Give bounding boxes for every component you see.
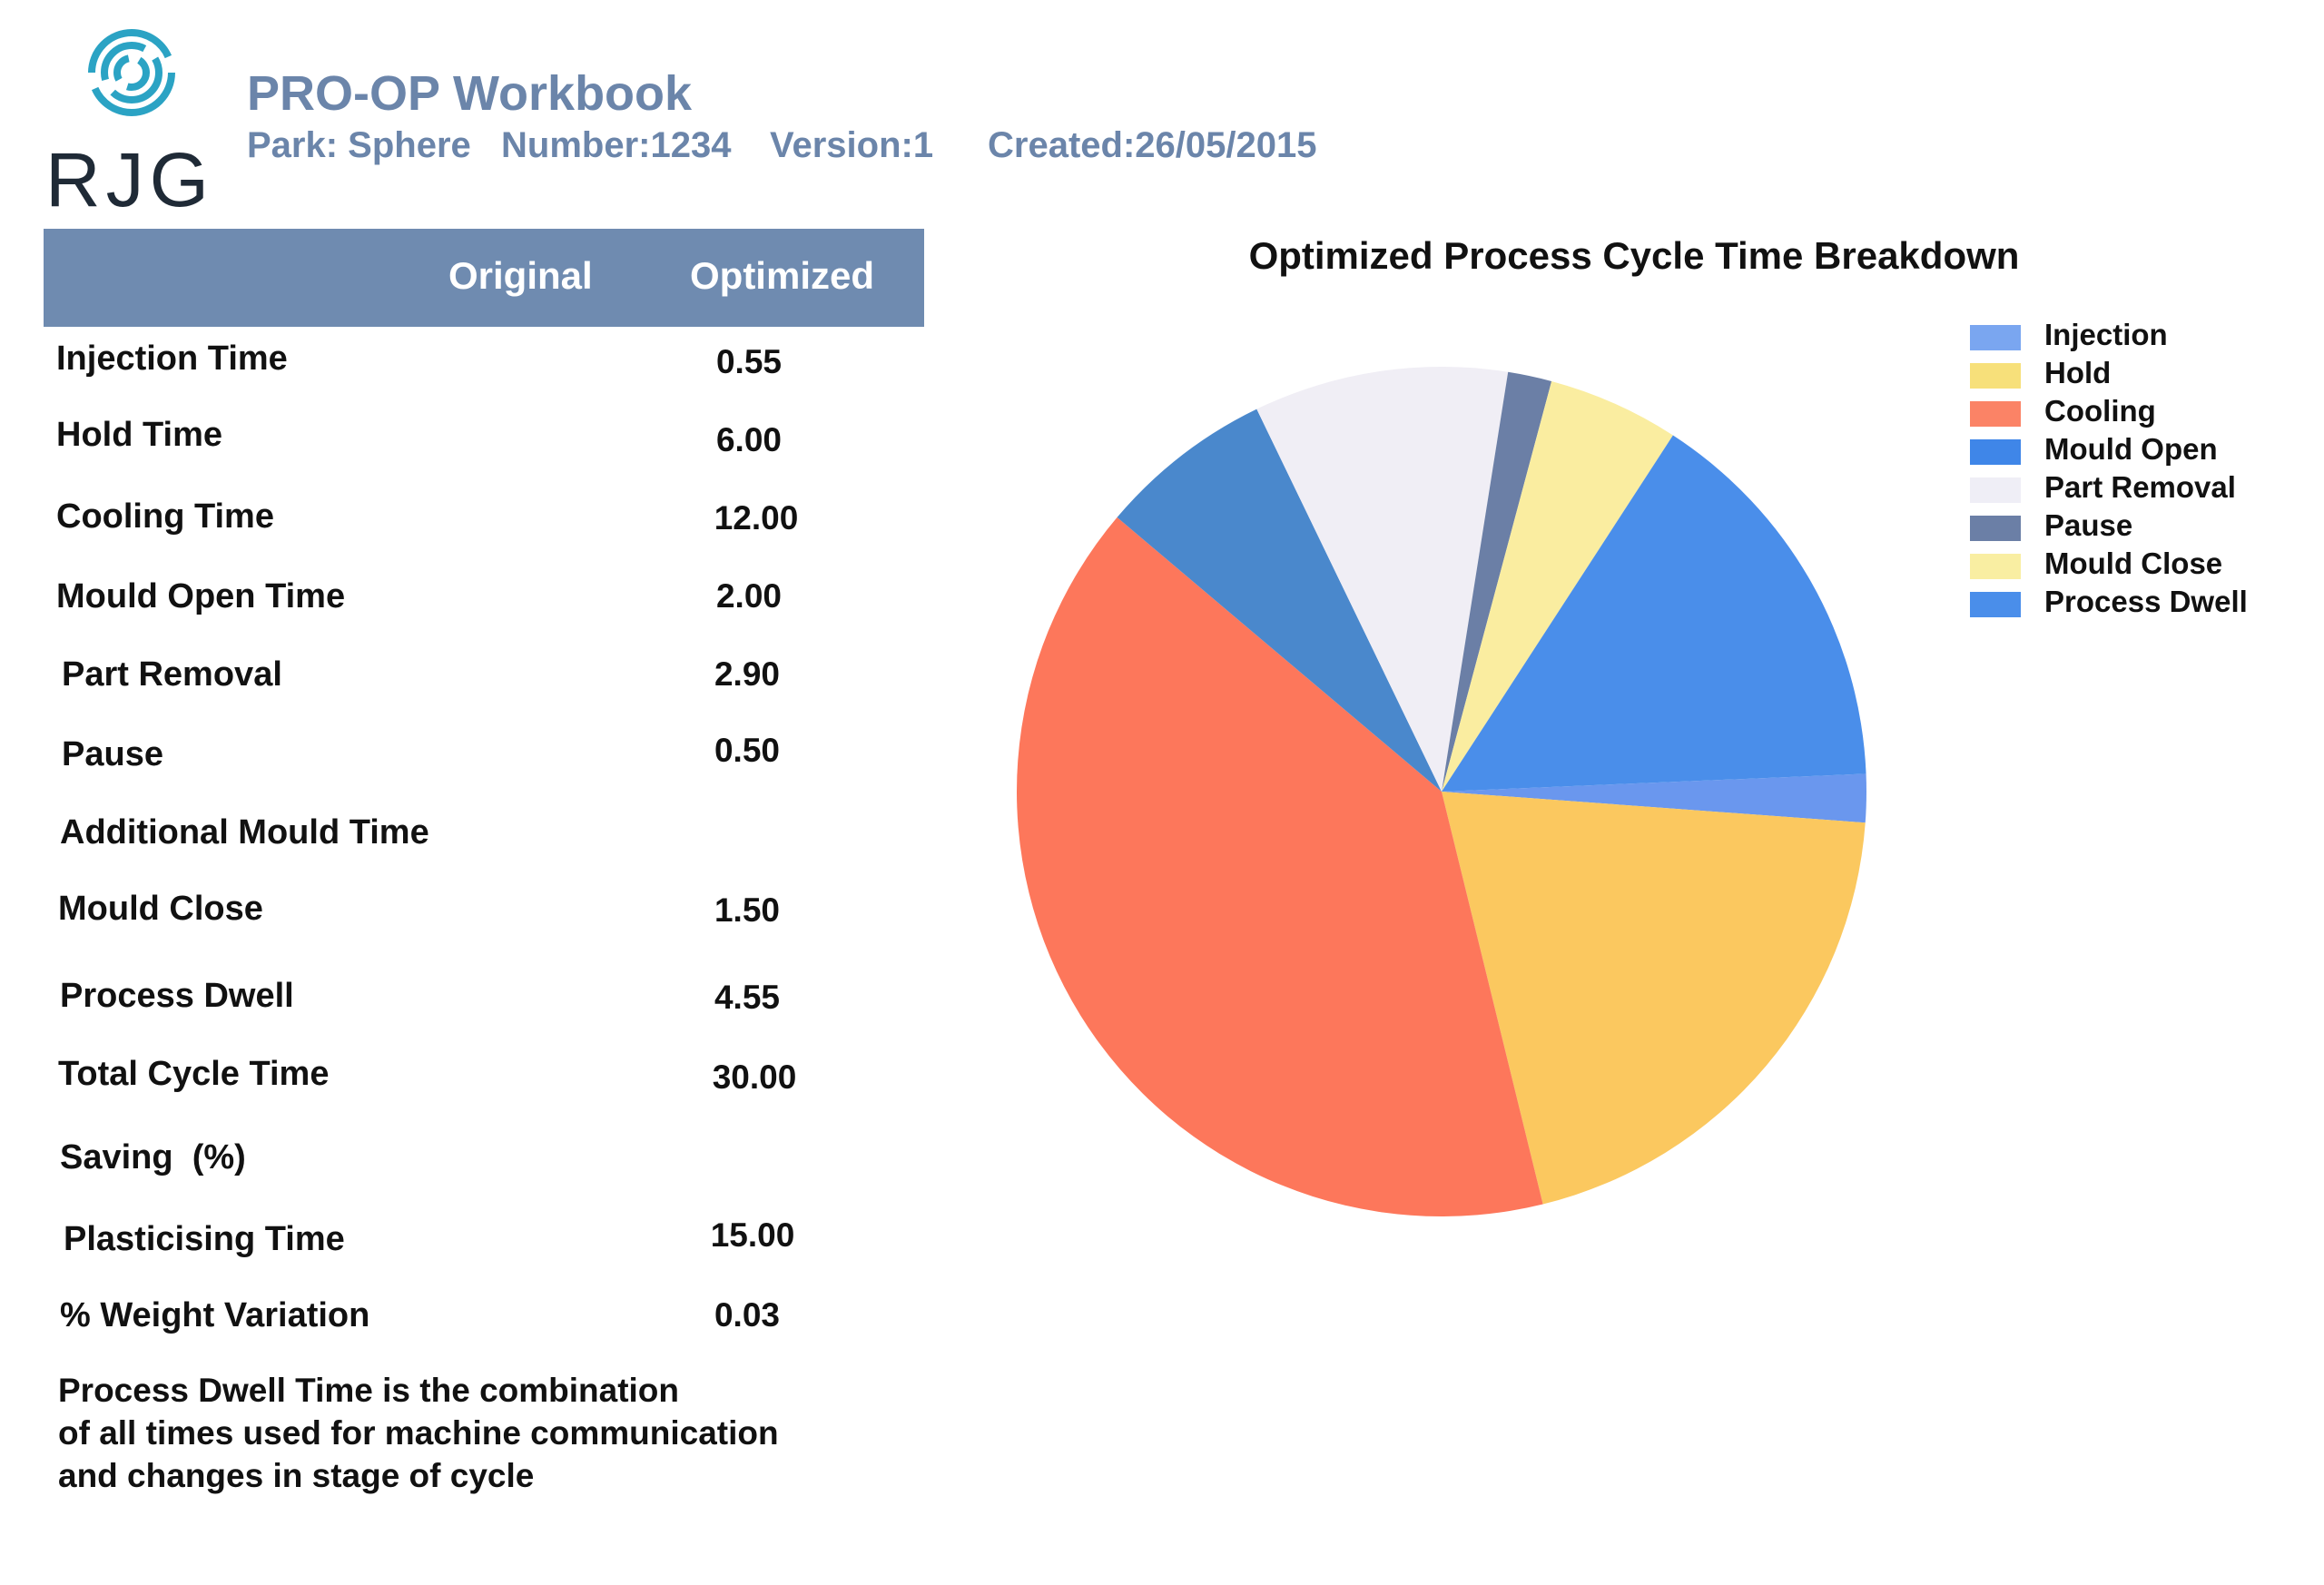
- row-value-injection-time: 0.55: [715, 343, 782, 380]
- created-label: Created:26/05/2015: [988, 125, 1317, 165]
- workbook-title: PRO-OP Workbook: [247, 66, 693, 121]
- row-value-plasticising-time: 15.00: [710, 1216, 795, 1254]
- row-value-pause: 0.50: [714, 732, 780, 769]
- legend-swatch: [1970, 439, 2021, 465]
- pie-slice-cooling: [1017, 517, 1543, 1216]
- legend-label: Part Removal: [2044, 470, 2236, 504]
- row-label-additional-mould-time: Additional Mould Time: [60, 813, 429, 852]
- process-dwell-note: Process Dwell Time is the combination of…: [58, 1369, 893, 1497]
- row-value-cooling-time: 12.00: [714, 499, 799, 537]
- rjg-logo-mark-icon: [88, 29, 175, 116]
- pie-slice-mould-close: [1442, 380, 1673, 792]
- note-line: and changes in stage of cycle: [58, 1457, 535, 1494]
- row-label-hold-time: Hold Time: [56, 416, 222, 454]
- note-line: of all times used for machine communicat…: [58, 1414, 779, 1452]
- pie-slice-process-dwell: [1442, 435, 1866, 792]
- row-value-part-removal: 2.90: [714, 655, 780, 693]
- chart-title: Optimized Process Cycle Time Breakdown: [1248, 234, 2020, 277]
- pie-slice-hold: [1442, 792, 1866, 1205]
- legend-label: Mould Close: [2044, 546, 2223, 580]
- version-label: Version:1: [770, 125, 934, 165]
- column-header-original: Original: [448, 254, 593, 297]
- row-label-weight-variation: % Weight Variation: [60, 1296, 370, 1334]
- pie-slice-part-removal: [1256, 367, 1509, 792]
- row-value-total-cycle-time: 30.00: [712, 1058, 797, 1096]
- legend-swatch: [1970, 516, 2021, 541]
- row-label-cooling-time: Cooling Time: [56, 497, 274, 536]
- legend-label: Mould Open: [2044, 432, 2218, 466]
- row-label-plasticising-time: Plasticising Time: [64, 1220, 345, 1258]
- row-label-mould-open-time: Mould Open Time: [56, 577, 346, 615]
- park-label: Park: Sphere: [247, 125, 471, 165]
- legend-label: Cooling: [2044, 394, 2156, 428]
- pie-chart: [1017, 367, 1866, 1216]
- rjg-logo: RJG: [45, 27, 227, 222]
- row-value-mould-open-time: 2.00: [715, 577, 782, 615]
- row-label-saving: Saving (%): [60, 1138, 246, 1176]
- note-line: Process Dwell Time is the combination: [58, 1372, 680, 1409]
- row-label-injection-time: Injection Time: [56, 340, 288, 378]
- row-label-pause: Pause: [62, 735, 163, 773]
- number-label: Number:1234: [501, 125, 732, 165]
- legend-label: Process Dwell: [2044, 585, 2248, 618]
- pie-slice-mould-open: [1117, 409, 1442, 792]
- legend-swatch: [1970, 554, 2021, 579]
- row-label-total-cycle-time: Total Cycle Time: [58, 1055, 330, 1093]
- pie-slice-pause: [1442, 371, 1552, 792]
- legend-swatch: [1970, 325, 2021, 350]
- row-label-process-dwell: Process Dwell: [60, 977, 294, 1015]
- legend-label: Hold: [2044, 356, 2112, 389]
- column-header-optimized: Optimized: [690, 254, 875, 297]
- row-value-process-dwell: 4.55: [714, 979, 780, 1016]
- pie-slice-injection: [1442, 773, 1866, 823]
- row-value-mould-close: 1.50: [714, 891, 780, 929]
- legend-swatch: [1970, 477, 2021, 503]
- legend-swatch: [1970, 401, 2021, 427]
- row-value-weight-variation: 0.03: [714, 1296, 780, 1334]
- logo-text: RJG: [45, 137, 214, 222]
- row-label-part-removal: Part Removal: [62, 655, 282, 694]
- row-label-mould-close: Mould Close: [58, 890, 263, 928]
- legend-label: Injection: [2044, 318, 2168, 351]
- legend-label: Pause: [2044, 508, 2133, 542]
- table-header: Original Optimized: [44, 229, 924, 327]
- legend-swatch: [1970, 592, 2021, 617]
- row-value-hold-time: 6.00: [715, 421, 782, 458]
- legend-swatch: [1970, 363, 2021, 389]
